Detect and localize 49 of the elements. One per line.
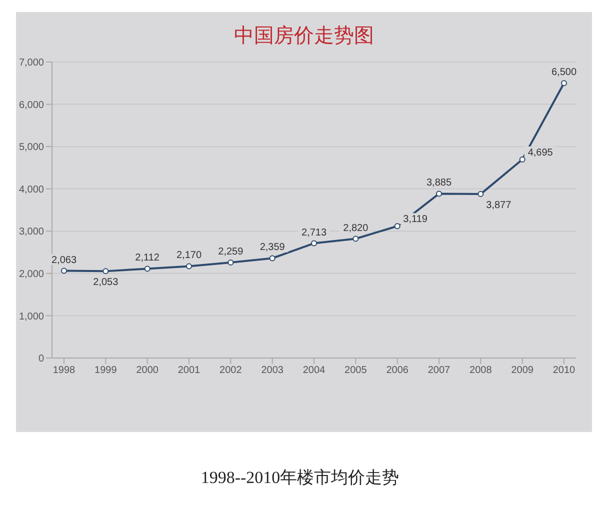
data-label: 3,885 bbox=[426, 178, 452, 189]
x-tick-label: 2001 bbox=[178, 365, 201, 376]
point bbox=[519, 156, 526, 162]
point bbox=[144, 266, 150, 272]
chart-title: 中国房价走势图 bbox=[233, 22, 375, 49]
x-tick-label: 1998 bbox=[52, 365, 76, 376]
data-label: 3,877 bbox=[486, 200, 512, 212]
x-tick-label: 2005 bbox=[344, 365, 368, 376]
data-label: 2,170 bbox=[176, 250, 202, 262]
x-tick-label: 2006 bbox=[386, 365, 409, 376]
point bbox=[436, 190, 442, 197]
point bbox=[61, 268, 67, 274]
data-label: 2,053 bbox=[93, 277, 119, 288]
text: 1998--2010年楼市均价走势 bbox=[200, 467, 400, 489]
point bbox=[352, 236, 359, 242]
x-tick-label: 2008 bbox=[470, 365, 492, 376]
point bbox=[394, 223, 400, 230]
data-label: 4,695 bbox=[528, 147, 554, 158]
point bbox=[311, 240, 317, 246]
point bbox=[228, 259, 234, 266]
point bbox=[561, 80, 567, 86]
y-tick-label: 2,000 bbox=[18, 268, 44, 280]
y-tick-label: 0 bbox=[38, 354, 44, 365]
data-label: 6,500 bbox=[551, 67, 577, 78]
x-tick-label: 2009 bbox=[511, 365, 534, 376]
x-tick-label: 2002 bbox=[220, 365, 242, 376]
data-label: 2,713 bbox=[301, 227, 327, 238]
x-tick-label: 1999 bbox=[94, 365, 118, 376]
x-tick-label: 2010 bbox=[552, 365, 576, 376]
y-tick-label: 4,000 bbox=[18, 184, 44, 196]
point bbox=[478, 191, 484, 198]
x-tick-label: 2000 bbox=[136, 365, 159, 376]
y-tick-label: 5,000 bbox=[18, 142, 44, 154]
point bbox=[186, 263, 192, 270]
y-tick-label: 1,000 bbox=[18, 311, 44, 322]
data-label: 2,259 bbox=[218, 246, 244, 258]
point bbox=[269, 255, 276, 262]
y-tick-label: 3,000 bbox=[18, 226, 44, 238]
x-tick-label: 2007 bbox=[428, 365, 451, 376]
x-tick-label: 2003 bbox=[261, 365, 284, 376]
data-label: 2,359 bbox=[260, 242, 286, 254]
y-tick-label: 7,000 bbox=[18, 58, 44, 69]
x-tick-label: 2004 bbox=[302, 365, 326, 376]
data-label: 2,820 bbox=[343, 222, 369, 234]
data-label: 2,063 bbox=[51, 254, 77, 266]
y-tick-label: 6,000 bbox=[18, 100, 44, 111]
data-label: 2,112 bbox=[135, 252, 160, 264]
data-label: 3,119 bbox=[403, 214, 428, 226]
point bbox=[102, 268, 109, 274]
